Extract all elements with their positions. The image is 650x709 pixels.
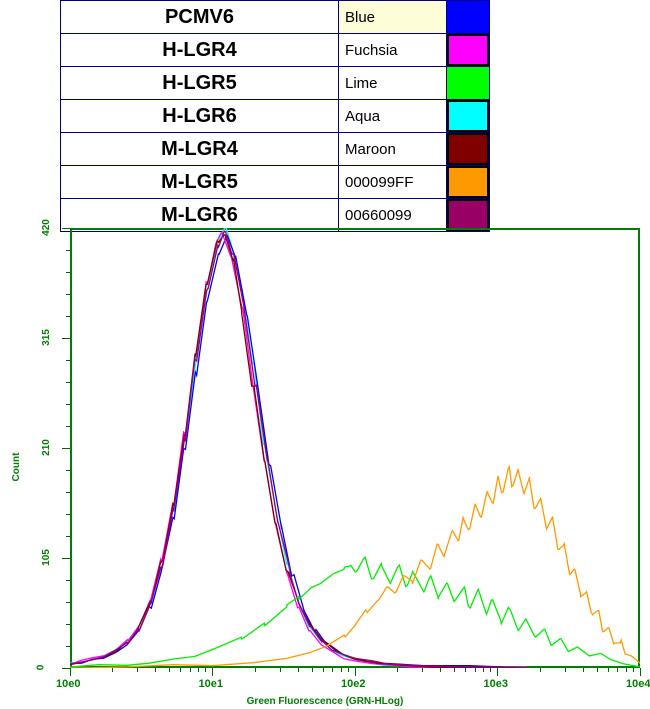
y-axis-label: Count: [11, 452, 22, 481]
legend-swatch: [447, 100, 490, 133]
legend-sample-name: M-LGR4: [61, 133, 339, 166]
legend-color-name: 000099FF: [339, 166, 447, 199]
plot-svg: [70, 228, 640, 668]
legend-swatch: [447, 1, 490, 34]
legend-row: M-LGR5000099FF: [61, 166, 490, 199]
legend-row: H-LGR6Aqua: [61, 100, 490, 133]
legend-color-name: Lime: [339, 67, 447, 100]
x-tick-label: 10e3: [484, 678, 508, 690]
x-tick-label: 10e0: [56, 678, 80, 690]
histogram-plot: Count Green Fluorescence (GRN-HLog) 10e0…: [0, 224, 650, 709]
legend-sample-name: H-LGR6: [61, 100, 339, 133]
legend-row: M-LGR4Maroon: [61, 133, 490, 166]
legend-color-name: Aqua: [339, 100, 447, 133]
y-tick-label: 105: [41, 549, 52, 566]
legend-sample-name: M-LGR5: [61, 166, 339, 199]
legend-row: PCMV6Blue: [61, 1, 490, 34]
legend-swatch: [447, 133, 490, 166]
x-tick-label: 10e4: [626, 678, 650, 690]
series-line: [71, 231, 527, 667]
y-tick-label: 210: [41, 439, 52, 456]
legend-sample-name: PCMV6: [61, 1, 339, 34]
legend-color-name: Maroon: [339, 133, 447, 166]
legend-sample-name: H-LGR4: [61, 34, 339, 67]
legend-swatch: [447, 166, 490, 199]
series-line: [70, 467, 640, 668]
x-tick-label: 10e2: [341, 678, 365, 690]
legend-row: H-LGR5Lime: [61, 67, 490, 100]
x-axis-label: Green Fluorescence (GRN-HLog): [247, 696, 404, 707]
legend-row: H-LGR4Fuchsia: [61, 34, 490, 67]
series-line: [70, 557, 640, 667]
legend-sample-name: H-LGR5: [61, 67, 339, 100]
legend-color-name: Blue: [339, 1, 447, 34]
legend-swatch: [447, 34, 490, 67]
y-tick-label: 420: [41, 219, 52, 236]
legend-table: PCMV6BlueH-LGR4FuchsiaH-LGR5LimeH-LGR6Aq…: [60, 0, 490, 232]
y-tick-label: 315: [41, 329, 52, 346]
legend-color-name: Fuchsia: [339, 34, 447, 67]
y-tick-label: 0: [35, 665, 46, 671]
x-tick-label: 10e1: [199, 678, 223, 690]
legend-swatch: [447, 67, 490, 100]
